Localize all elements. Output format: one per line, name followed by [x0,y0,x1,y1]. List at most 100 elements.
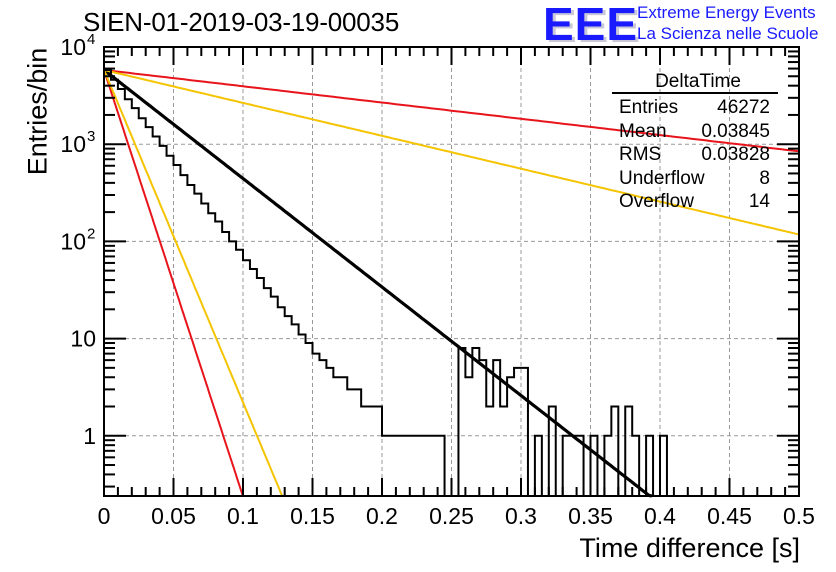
x-tick-label: 0.2 [366,503,398,529]
histogram-bin [611,407,618,496]
x-tick-label: 0.05 [151,503,196,529]
histogram-bin [187,185,194,496]
curve-red-slow [103,69,800,153]
x-tick-label: 0.45 [707,503,752,529]
histogram-bin [472,348,479,496]
histogram-bin [180,175,187,496]
stats-label: Underflow [619,167,705,189]
stats-box: DeltaTime Entries 46272 Mean 0.03845 RMS… [612,71,778,214]
grid [104,46,799,496]
histogram-bin [479,360,486,496]
histogram-bin [514,368,521,496]
curve-red-fast [103,69,244,497]
histogram-bin [340,377,347,496]
stats-label: RMS [619,144,662,165]
stats-label: Overflow [619,191,694,212]
stats-value: 0.03828 [701,144,770,165]
y-tick-label: 10 [60,131,86,157]
histogram-bin [111,80,118,496]
histogram-bin [139,118,146,496]
histogram-bin [458,348,465,496]
curve-fit [103,68,653,498]
stats-label: Mean [619,120,667,142]
y-tick-exponent: 3 [87,128,95,145]
histogram-bin [438,436,445,496]
histogram-bin [299,335,306,496]
histogram-bin [486,407,493,496]
histogram-bin [104,70,111,496]
histogram-bin [167,156,174,496]
histogram-bin [271,297,278,496]
x-tick-label: 0.4 [644,503,676,529]
histogram-bin [201,204,208,496]
histogram-bin [646,436,653,496]
y-tick-exponent: 4 [87,31,95,48]
x-tick-label: 0.35 [568,503,613,529]
histogram-bin [278,307,285,496]
stats-row-entries: Entries 46272 [612,96,778,120]
histogram-bin [563,436,570,496]
x-tick-label: 0.15 [290,503,335,529]
histogram-bin [313,354,320,496]
y-tick-label: 10 [60,34,86,60]
curve-yellow-fast [103,69,283,496]
stats-label: Entries [619,97,679,118]
curve-yellow-slow [103,69,800,236]
histogram-bin [250,269,257,496]
histogram-bin [424,436,431,496]
x-tick-label: 0 [98,503,111,529]
histogram-bin [591,436,598,496]
histogram-bin [570,436,577,496]
histogram-bin [465,377,472,496]
histogram-outline [104,68,674,497]
histogram-bin [410,436,417,496]
eee-logo-mark: EEE [543,0,639,50]
histogram [104,68,674,497]
stats-title: DeltaTime [612,71,778,94]
y-tick-label: 10 [60,228,86,254]
histogram-bin [319,360,326,496]
histogram-bin [257,278,264,496]
histogram-bin [500,407,507,496]
stats-value: 46272 [717,97,770,118]
histogram-bin [368,407,375,496]
histogram-bin [354,389,361,496]
histogram-bin [389,436,396,496]
histogram-bin [521,368,528,496]
y-axis-label: Entries/bin [22,47,53,176]
histogram-bin [306,343,313,496]
histogram-bin [403,436,410,496]
histogram-bin [507,377,514,496]
stats-value: 8 [759,167,770,189]
stats-value: 0.03845 [701,120,770,142]
histogram-bin [243,260,250,496]
histogram-bin [194,194,201,496]
histogram-bin [215,222,222,496]
y-tick-label: 10 [70,326,96,352]
axes: 0 0.05 0.1 0.15 0.2 0.25 0.3 0.35 0.4 0.45 0.5 1 10 1… [60,31,815,529]
histogram-bin [292,324,299,496]
x-tick-label: 0.3 [505,503,537,529]
histogram-bin [382,436,389,496]
x-axis-label: Time difference [s] [579,533,800,563]
histogram-bin [333,377,340,496]
histogram-bin [236,250,243,496]
y-tick-exponent: 2 [87,225,95,242]
stats-row-mean: Mean 0.03845 [612,120,778,144]
x-tick-label: 0.1 [227,503,259,529]
histogram-bin [361,407,368,496]
histogram-bin [326,368,333,496]
stats-value: 14 [748,191,770,212]
y-tick-label: 1 [83,423,96,449]
histogram-bin [417,436,424,496]
histogram-bin [208,213,215,496]
x-tick-label: 0.5 [783,503,815,529]
logo-line-1: Extreme Energy Events [637,3,816,22]
histogram-bin [347,389,354,496]
stats-row-overflow: Overflow 14 [612,190,778,214]
histogram-bin [396,436,403,496]
chart-title: SIEN-01-2019-03-19-00035 [83,7,400,37]
histogram-bin [285,316,292,496]
histogram-bin [174,165,181,496]
